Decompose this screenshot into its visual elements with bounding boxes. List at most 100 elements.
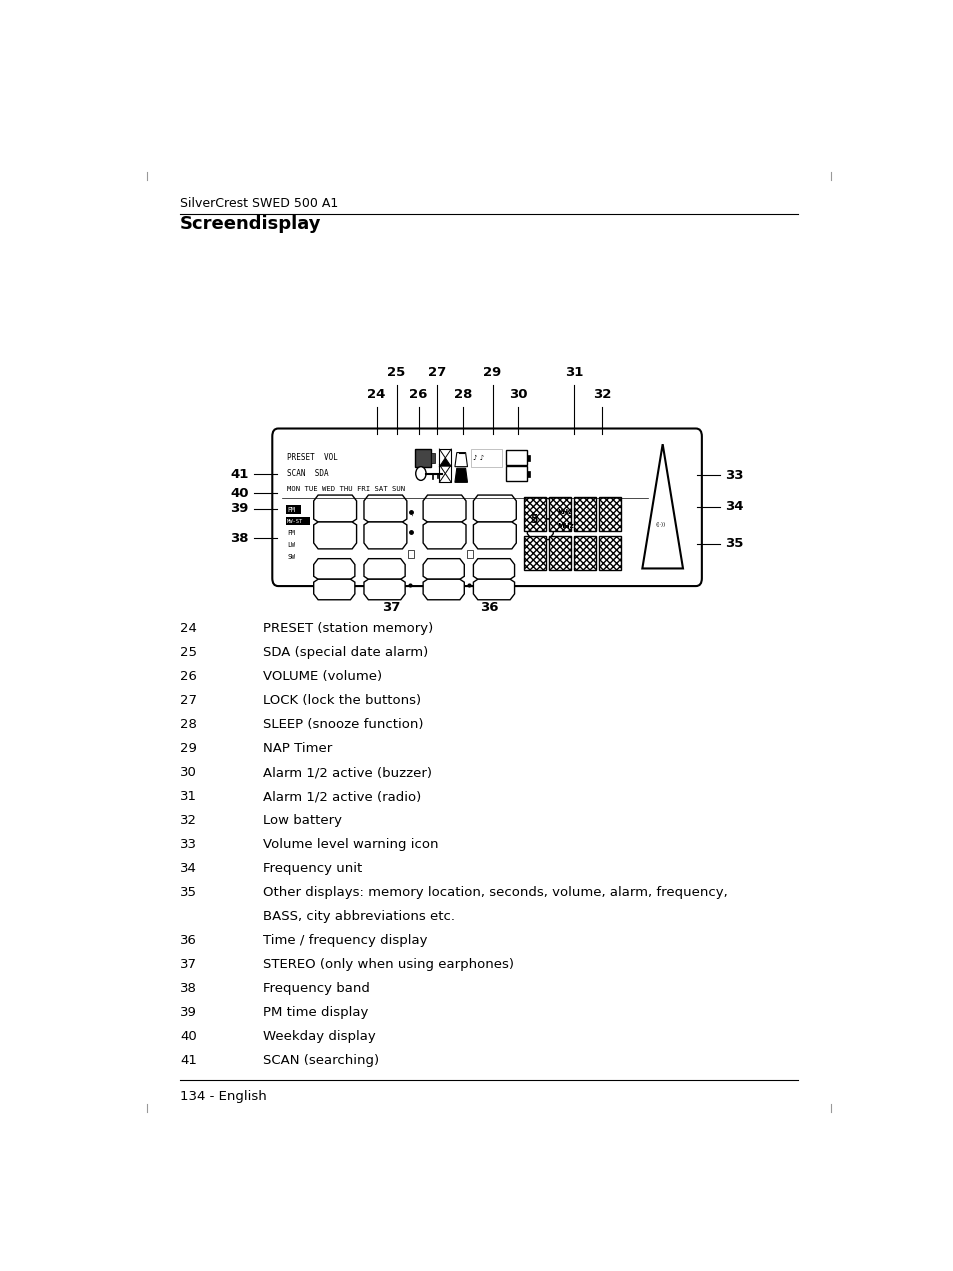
- Bar: [505, 466, 526, 480]
- Polygon shape: [364, 522, 406, 549]
- Polygon shape: [473, 559, 514, 580]
- Text: SDA (special date alarm): SDA (special date alarm): [263, 646, 428, 660]
- Polygon shape: [314, 494, 356, 522]
- Text: 34: 34: [724, 501, 743, 513]
- Text: 26: 26: [409, 388, 428, 400]
- Text: 25: 25: [387, 366, 405, 379]
- Text: Alarm 1/2 active (buzzer): Alarm 1/2 active (buzzer): [263, 766, 432, 779]
- Text: 36: 36: [479, 601, 497, 614]
- Bar: [431, 452, 435, 463]
- Text: SCAN  SDA: SCAN SDA: [287, 469, 329, 478]
- Text: 24: 24: [367, 388, 385, 400]
- Text: PRESET  VOL: PRESET VOL: [287, 454, 337, 463]
- Text: Frequency band: Frequency band: [263, 982, 370, 995]
- Text: MON TUE WED THU FRI SAT SUN: MON TUE WED THU FRI SAT SUN: [287, 487, 405, 492]
- Text: PRESET (station memory): PRESET (station memory): [263, 623, 434, 636]
- Text: MHz: MHz: [558, 522, 574, 529]
- Text: 35: 35: [180, 886, 196, 899]
- Text: SLEEP (snooze function): SLEEP (snooze function): [263, 718, 423, 731]
- Text: 5: 5: [530, 512, 537, 525]
- Bar: [439, 465, 451, 482]
- Polygon shape: [314, 559, 355, 580]
- Text: SW: SW: [287, 554, 294, 559]
- Text: 32: 32: [180, 815, 196, 827]
- Text: 39: 39: [230, 502, 249, 515]
- Text: Other displays: memory location, seconds, volume, alarm, frequency,: Other displays: memory location, seconds…: [263, 886, 727, 899]
- Text: 41: 41: [230, 468, 249, 480]
- Text: Time / frequency display: Time / frequency display: [263, 934, 428, 947]
- Text: SCAN (searching): SCAN (searching): [263, 1054, 379, 1066]
- Text: 27: 27: [428, 366, 446, 379]
- Polygon shape: [439, 458, 451, 466]
- Text: 30: 30: [509, 388, 527, 400]
- Polygon shape: [527, 519, 553, 540]
- Bar: [523, 497, 545, 531]
- Text: PM: PM: [287, 507, 294, 512]
- Text: SilverCrest SWED 500 A1: SilverCrest SWED 500 A1: [180, 197, 337, 210]
- Bar: [471, 449, 501, 466]
- Text: 30: 30: [180, 766, 196, 779]
- Polygon shape: [473, 494, 516, 522]
- Polygon shape: [527, 498, 553, 519]
- Text: 40: 40: [180, 1030, 196, 1043]
- Polygon shape: [364, 494, 406, 522]
- Text: NAP Timer: NAP Timer: [263, 742, 333, 755]
- Bar: [466, 550, 472, 558]
- Polygon shape: [423, 494, 465, 522]
- Bar: [286, 505, 301, 513]
- Text: 24: 24: [180, 623, 196, 636]
- Text: 28: 28: [180, 718, 196, 731]
- Polygon shape: [364, 559, 405, 580]
- Bar: [407, 550, 413, 558]
- Text: LW: LW: [287, 541, 294, 548]
- Polygon shape: [314, 522, 356, 549]
- Bar: [598, 536, 620, 571]
- Text: Low battery: Low battery: [263, 815, 342, 827]
- Text: 33: 33: [724, 469, 743, 482]
- Bar: [574, 497, 596, 531]
- Polygon shape: [473, 522, 516, 549]
- Text: 38: 38: [230, 531, 249, 544]
- Bar: [526, 470, 530, 477]
- Polygon shape: [455, 452, 467, 466]
- Text: ((·)): ((·)): [655, 522, 665, 527]
- FancyBboxPatch shape: [272, 428, 701, 586]
- Text: FM: FM: [287, 530, 294, 536]
- Bar: [548, 536, 571, 571]
- Text: Frequency unit: Frequency unit: [263, 862, 362, 874]
- Bar: [526, 455, 530, 461]
- Text: STEREO (only when using earphones): STEREO (only when using earphones): [263, 958, 514, 971]
- Text: 35: 35: [724, 538, 743, 550]
- Text: 37: 37: [382, 601, 400, 614]
- Text: 25: 25: [180, 646, 196, 660]
- Text: 33: 33: [180, 838, 196, 852]
- Text: 29: 29: [180, 742, 196, 755]
- Circle shape: [416, 466, 426, 480]
- Polygon shape: [364, 580, 405, 600]
- Text: 37: 37: [180, 958, 196, 971]
- Text: 134 - English: 134 - English: [180, 1091, 266, 1103]
- Text: LOCK (lock the buttons): LOCK (lock the buttons): [263, 694, 421, 707]
- Text: 31: 31: [180, 791, 196, 803]
- Bar: [598, 497, 620, 531]
- Text: ·: ·: [410, 512, 415, 521]
- Text: Volume level warning icon: Volume level warning icon: [263, 838, 438, 852]
- Text: Screendisplay: Screendisplay: [180, 215, 321, 233]
- Text: 34: 34: [180, 862, 196, 874]
- Bar: [439, 449, 451, 466]
- Text: 32: 32: [592, 388, 611, 400]
- Bar: [548, 497, 571, 531]
- Text: MW-ST: MW-ST: [287, 519, 303, 524]
- Text: Weekday display: Weekday display: [263, 1030, 375, 1043]
- Text: 26: 26: [180, 670, 196, 684]
- Text: 36: 36: [180, 934, 196, 947]
- Text: ♪ ♪: ♪ ♪: [472, 455, 483, 461]
- Polygon shape: [423, 580, 464, 600]
- Text: KHz: KHz: [558, 510, 573, 515]
- Polygon shape: [455, 468, 467, 482]
- Text: 28: 28: [454, 388, 472, 400]
- Bar: [523, 536, 545, 571]
- Bar: [286, 516, 310, 525]
- Text: 39: 39: [180, 1005, 196, 1019]
- Text: VOLUME (volume): VOLUME (volume): [263, 670, 382, 684]
